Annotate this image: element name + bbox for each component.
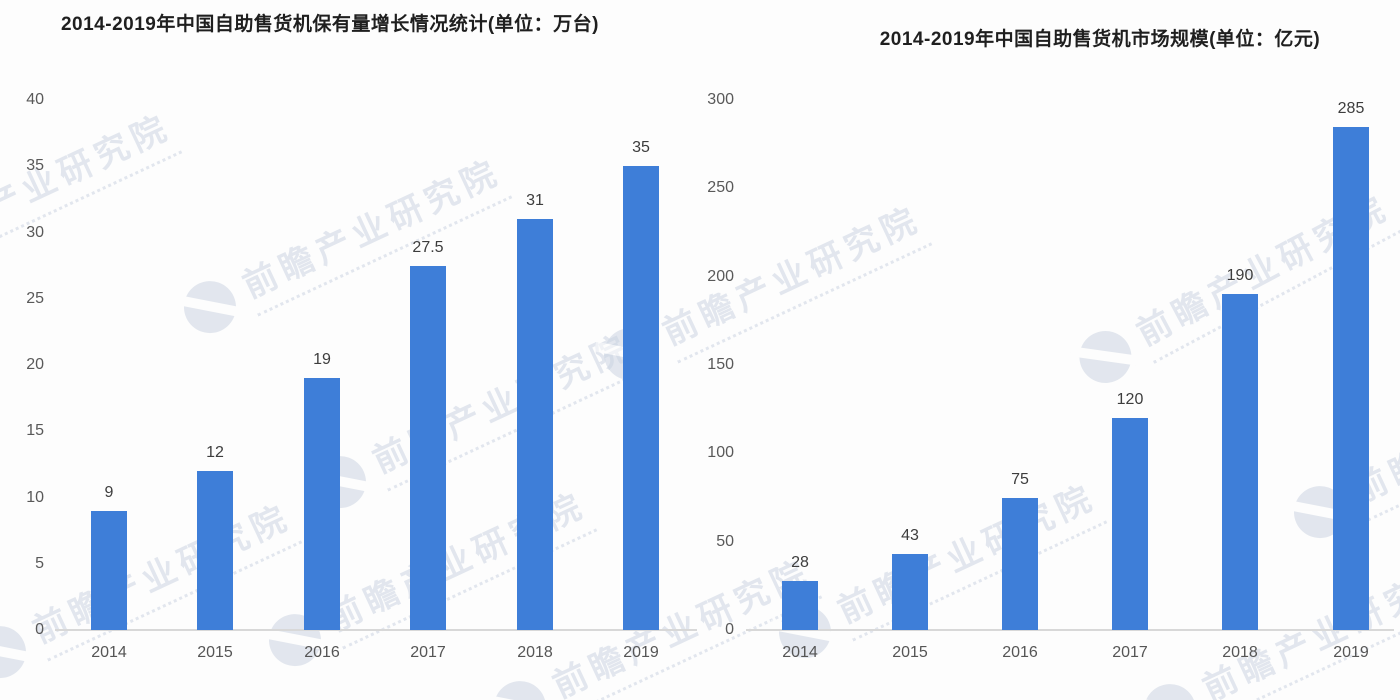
plot-area: 0 50 100 150 200 250 300 28 2014 43 2015 75 2016 120 2… <box>700 0 1400 700</box>
y-axis-tick-label: 50 <box>716 532 734 550</box>
bar-2019 <box>623 166 659 630</box>
y-axis-tick-label: 20 <box>26 356 44 373</box>
y-axis-tick-label: 0 <box>35 621 44 638</box>
x-axis-category-label: 2014 <box>782 644 818 661</box>
x-axis-category-label: 2017 <box>410 644 446 661</box>
x-axis-category-label: 2018 <box>1222 644 1258 661</box>
x-axis-category-label: 2019 <box>623 644 659 661</box>
x-axis-category-label: 2018 <box>517 644 553 661</box>
bar-value-label: 285 <box>1337 99 1365 117</box>
bar-2018 <box>1222 294 1258 630</box>
x-axis-category-label: 2016 <box>1002 644 1038 661</box>
y-axis-tick-label: 10 <box>26 488 44 506</box>
x-axis-category-label: 2019 <box>1333 644 1369 661</box>
bar-value-label: 27.5 <box>412 238 444 256</box>
chart-title: 2014-2019年中国自助售货机保有量增长情况统计(单位：万台) <box>60 14 600 35</box>
y-axis-tick-label: 250 <box>707 179 734 197</box>
y-axis-tick-label: 15 <box>26 422 44 440</box>
bar-2016 <box>304 378 340 630</box>
bar-2014 <box>91 510 127 630</box>
y-axis-tick-label: 5 <box>35 554 44 572</box>
y-axis-tick-label: 35 <box>26 157 44 175</box>
y-axis-tick-label: 0 <box>725 621 734 638</box>
bar-2015 <box>197 471 233 630</box>
bar-value-label: 35 <box>632 139 650 157</box>
bar-value-label: 43 <box>901 527 919 545</box>
y-axis-tick-label: 25 <box>26 289 44 307</box>
bar-value-label: 9 <box>104 483 114 501</box>
y-axis-tick-label: 300 <box>707 91 734 108</box>
bar-value-label: 31 <box>526 192 544 210</box>
bar-value-label: 120 <box>1116 391 1144 408</box>
bar-2019 <box>1333 126 1369 630</box>
bar-2017 <box>410 265 446 630</box>
chart-vending-machine-market-size: 2014-2019年中国自助售货机市场规模(单位：亿元) 0 50 100 150 20… <box>700 0 1400 700</box>
bar-value-label: 190 <box>1226 267 1254 285</box>
bar-value-label: 28 <box>791 553 809 571</box>
bar-value-label: 75 <box>1011 470 1029 488</box>
x-axis-category-label: 2017 <box>1112 644 1148 661</box>
plot-area: 0 5 10 15 20 25 30 35 40 9 2014 12 2015 19 2016 27.5 201… <box>26 91 697 661</box>
bar-2018 <box>517 219 553 630</box>
y-axis-tick-label: 200 <box>707 267 734 285</box>
bar-2016 <box>1002 497 1038 630</box>
bar-value-label: 12 <box>206 444 224 461</box>
chart-vending-machine-holdings: 2014-2019年中国自助售货机保有量增长情况统计(单位：万台) 0 5 10 15… <box>26 14 697 661</box>
bar-2017 <box>1112 418 1148 630</box>
y-axis-tick-label: 150 <box>707 356 734 373</box>
x-axis-category-label: 2015 <box>892 644 928 661</box>
x-axis-category-label: 2015 <box>197 644 233 661</box>
y-axis-tick-label: 100 <box>707 444 734 462</box>
x-axis-category-label: 2014 <box>91 644 127 661</box>
x-axis-line <box>746 629 1394 631</box>
y-axis-tick-label: 30 <box>26 223 44 241</box>
y-axis-tick-label: 40 <box>26 91 44 108</box>
chart-title: 2014-2019年中国自助售货机市场规模(单位：亿元) <box>879 29 1321 50</box>
bar-2015 <box>892 554 928 630</box>
bar-value-label: 19 <box>313 351 331 369</box>
x-axis-category-label: 2016 <box>304 644 340 661</box>
x-axis-line <box>55 629 697 631</box>
bar-2014 <box>782 580 818 630</box>
